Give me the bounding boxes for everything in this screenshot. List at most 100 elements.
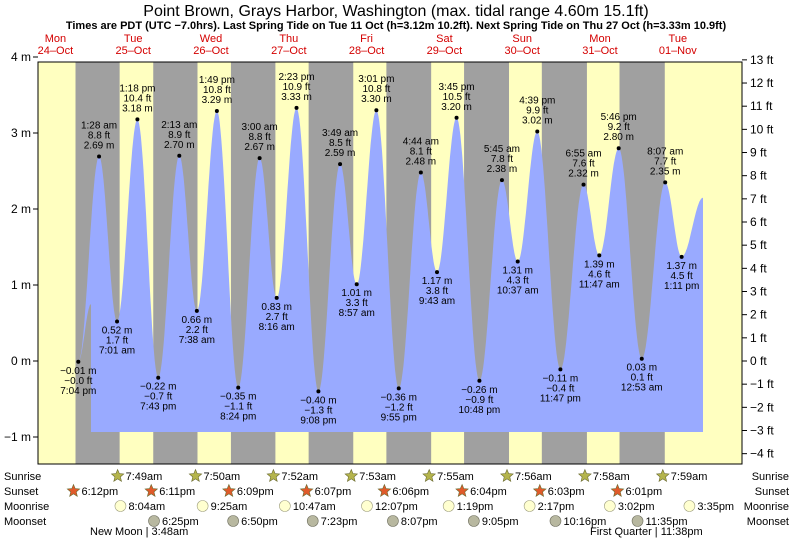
- y-tick-label-ft: −2 ft: [750, 400, 774, 414]
- tide-point: [338, 162, 343, 167]
- tide-label: 7:38 am: [179, 335, 215, 346]
- y-tick-label-ft: 0 ft: [750, 354, 767, 368]
- y-tick-label-ft: 2 ft: [750, 308, 767, 322]
- tide-label: 8.8 ft: [249, 132, 271, 143]
- y-tick-label-m: −1 m: [4, 430, 31, 444]
- tide-label: 8:16 am: [259, 322, 295, 333]
- sun-icon: [422, 468, 437, 482]
- tide-label: 4.5 ft: [671, 271, 693, 282]
- chart-title: Point Brown, Grays Harbor, Washington (m…: [143, 3, 648, 20]
- tide-label: 2:23 pm: [278, 72, 314, 83]
- tide-label: 8.5 ft: [329, 138, 351, 149]
- tide-point: [316, 389, 321, 394]
- day-name: Mon: [45, 33, 66, 45]
- day-name: Sat: [436, 33, 453, 45]
- row-label-left: Sunset: [4, 486, 38, 498]
- tide-label: 1:49 pm: [199, 75, 235, 86]
- day-date: 27–Oct: [271, 45, 306, 57]
- tide-label: 1:18 pm: [119, 83, 155, 94]
- moonrise-time: 2:17pm: [538, 501, 575, 513]
- moonset-time: 9:05pm: [482, 516, 519, 528]
- sun-icon: [532, 483, 547, 497]
- moonset-time: 6:50pm: [241, 516, 278, 528]
- axes: −1 m 0 m 1 m 2 m 3 m 4 m −4 ft −3 ft −2 ft −1 ft 0…: [4, 50, 774, 461]
- chart-subtitle: Times are PDT (UTC −7.0hrs). Last Spring…: [66, 20, 727, 32]
- tide-label: 0.52 m: [102, 325, 133, 336]
- moonrise-time: 8:04am: [128, 501, 165, 513]
- y-tick-label-ft: 9 ft: [750, 146, 767, 160]
- tide-label: 0.03 m: [626, 363, 657, 374]
- tide-label: 11:47 pm: [540, 393, 581, 404]
- tide-point: [214, 108, 219, 113]
- y-tick-label-ft: 5 ft: [750, 238, 767, 252]
- sun-icon: [299, 483, 314, 497]
- sun-icon: [655, 468, 670, 482]
- tide-point: [434, 270, 439, 275]
- row-label-left: Moonset: [4, 516, 46, 528]
- tide-label: 7:01 am: [99, 345, 135, 356]
- tide-label: 1.31 m: [502, 265, 533, 276]
- moonset-time: 7:23pm: [321, 516, 358, 528]
- daylight-band: [38, 62, 76, 464]
- moonset-icon: [306, 515, 319, 527]
- tide-point: [194, 308, 199, 313]
- tide-label: 10.5 ft: [443, 92, 471, 103]
- day-date: 30–Oct: [504, 45, 539, 57]
- moonrise-time: 9:25am: [211, 501, 248, 513]
- tide-label: 7:43 pm: [140, 402, 176, 413]
- day-name: Thu: [279, 33, 298, 45]
- tide-label: 3:45 pm: [438, 82, 474, 93]
- day-date: 29–Oct: [427, 45, 462, 57]
- tide-label: 3.20 m: [441, 102, 472, 113]
- sunset-time: 6:01pm: [626, 486, 663, 498]
- tide-label: 8:24 pm: [220, 412, 256, 423]
- tide-label: 10.4 ft: [124, 93, 152, 104]
- tide-point: [156, 375, 161, 380]
- y-tick-label-m: 3 m: [11, 126, 31, 140]
- tide-label: 8:57 am: [339, 308, 375, 319]
- tide-label: 8:07 am: [647, 146, 683, 157]
- tide-labels: −0.01 m−0.0 ft7:04 pm1:28 am8.8 ft2.69 m…: [60, 72, 699, 426]
- row-label-right: Sunset: [755, 486, 789, 498]
- tide-label: −0.26 m: [461, 385, 497, 396]
- moonrise-icon: [442, 500, 455, 512]
- tide-label: 1.01 m: [341, 288, 372, 299]
- moonset-icon: [468, 515, 480, 527]
- day-date: 26–Oct: [193, 45, 228, 57]
- moonrise-time: 12:07pm: [375, 501, 418, 513]
- row-label-left: Sunrise: [4, 471, 41, 483]
- sun-icon: [266, 468, 281, 482]
- tide-point: [616, 146, 621, 151]
- tide-point: [274, 295, 279, 300]
- moonrise-icon: [279, 500, 291, 512]
- tide-label: 2.35 m: [650, 166, 681, 177]
- moonset-icon: [148, 515, 160, 527]
- tide-label: 12:53 am: [621, 383, 663, 394]
- moonset-icon: [387, 515, 399, 527]
- tide-point: [639, 356, 644, 361]
- tide-label: −1.3 ft: [304, 405, 332, 416]
- y-tick-label-ft: 11 ft: [750, 99, 773, 113]
- sun-icon: [222, 483, 236, 497]
- tide-label: 0.83 m: [261, 302, 292, 313]
- row-label-right: Moonrise: [744, 501, 789, 513]
- tide-label: 2.32 m: [568, 169, 599, 180]
- tide-label: 1:11 pm: [664, 281, 699, 292]
- tide-label: 4:39 pm: [519, 95, 555, 106]
- y-tick-label-ft: 3 ft: [750, 285, 767, 299]
- tide-label: 1:28 am: [81, 121, 117, 132]
- sun-icon: [377, 483, 392, 497]
- tide-point: [257, 156, 262, 161]
- moonrise-time: 10:47am: [293, 501, 336, 513]
- tide-label: 4:44 am: [403, 137, 439, 148]
- tide-label: 2.48 m: [406, 157, 437, 168]
- tide-area: [78, 107, 704, 433]
- sunset-time: 6:04pm: [470, 486, 507, 498]
- tide-label: 10:37 am: [497, 285, 539, 296]
- tide-label: 7.7 ft: [654, 156, 676, 167]
- tide-label: −1.1 ft: [224, 402, 252, 413]
- day-name: Tue: [124, 33, 143, 45]
- y-tick-label-m: 0 m: [11, 354, 31, 368]
- tide-label: 3.18 m: [122, 103, 153, 114]
- moonset-time: 10:16pm: [563, 516, 606, 528]
